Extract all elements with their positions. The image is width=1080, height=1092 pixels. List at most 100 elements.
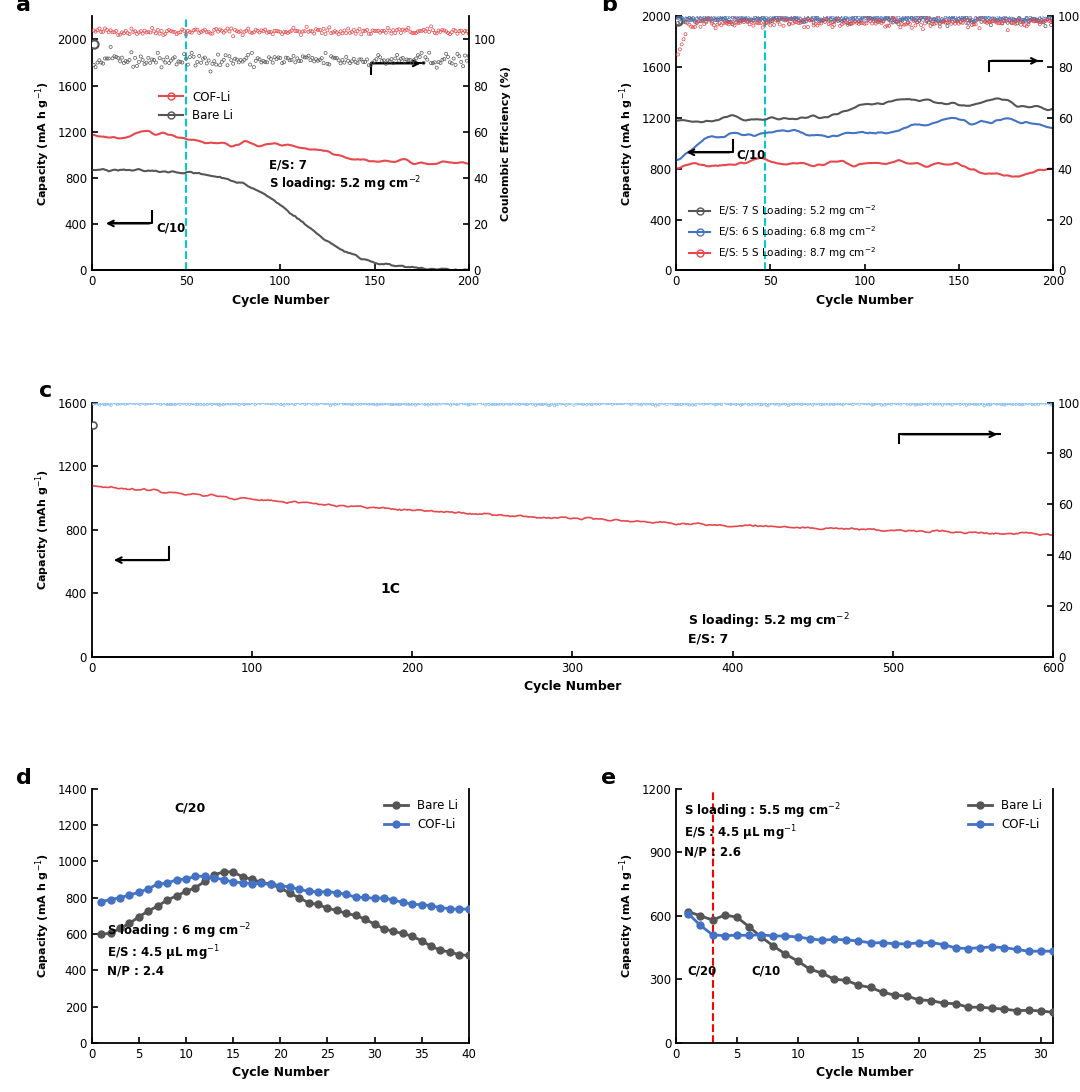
Point [809,11,826,28]
Point [336,22,353,39]
Point [703,11,720,28]
Point [253,22,270,39]
Point [262,23,280,40]
Point [716,14,733,32]
Point [194,50,212,68]
Point [453,22,470,39]
Point [966,15,983,33]
Point [724,15,741,33]
Point [842,14,860,32]
Point [389,46,406,63]
Point [342,395,360,413]
Point [487,395,504,413]
Point [123,394,140,412]
Point [215,24,232,41]
Point [121,51,138,69]
Point [1044,11,1062,28]
Point [222,20,240,37]
Point [674,394,691,412]
Point [89,54,106,71]
Point [357,395,375,413]
Point [366,52,383,70]
Point [772,395,789,413]
Point [330,25,348,43]
Point [305,395,322,413]
Point [349,22,366,39]
Point [179,22,197,39]
Point [225,394,242,412]
Point [458,23,475,40]
Point [1031,13,1049,31]
Point [878,16,895,34]
Point [409,47,427,64]
Point [806,394,823,412]
Point [1029,11,1047,28]
Point [814,12,832,29]
Point [408,395,426,413]
Point [477,396,495,414]
COF-Li [217,873,230,886]
COF-Li [998,941,1011,954]
Point [699,394,716,412]
Point [207,20,225,37]
Point [782,10,799,27]
Bare Li [767,939,780,952]
Point [144,51,161,69]
Point [885,14,902,32]
Point [117,52,134,70]
Point [149,21,166,38]
Point [1003,13,1021,31]
Point [908,13,926,31]
COF-Li [889,937,902,950]
Point [159,48,176,66]
Point [599,394,617,412]
Point [422,17,440,35]
Point [656,394,673,412]
Point [816,8,834,25]
Point [908,9,926,26]
Point [91,20,108,37]
Point [351,50,368,68]
Point [546,397,564,415]
Point [174,54,191,71]
Point [144,394,161,412]
Point [281,51,298,69]
Point [758,10,775,27]
Point [969,11,986,28]
Point [618,394,635,412]
Point [901,15,918,33]
Bare Li [973,1000,986,1013]
Point [984,395,1001,413]
Point [816,11,834,28]
Point [1038,394,1055,412]
Point [784,11,801,28]
Point [710,395,727,413]
Point [367,395,384,413]
Point [113,24,131,41]
Point [420,23,437,40]
Point [943,8,960,25]
Point [956,11,973,28]
Point [359,394,376,412]
Point [850,13,867,31]
Point [873,10,890,27]
COF-Li [199,870,212,883]
Point [811,11,828,28]
Point [1026,12,1043,29]
Point [996,12,1013,29]
Point [829,395,847,413]
Point [131,54,148,71]
Line: COF-Li: COF-Li [685,911,1056,954]
Point [773,394,791,412]
Point [1024,10,1041,27]
Point [346,50,363,68]
Point [303,49,321,67]
Point [226,394,243,412]
Point [522,394,539,412]
Point [553,395,570,413]
Point [794,13,811,31]
COF-Li [693,918,706,931]
Point [907,9,924,26]
Point [976,13,994,31]
Bare Li [424,939,437,952]
